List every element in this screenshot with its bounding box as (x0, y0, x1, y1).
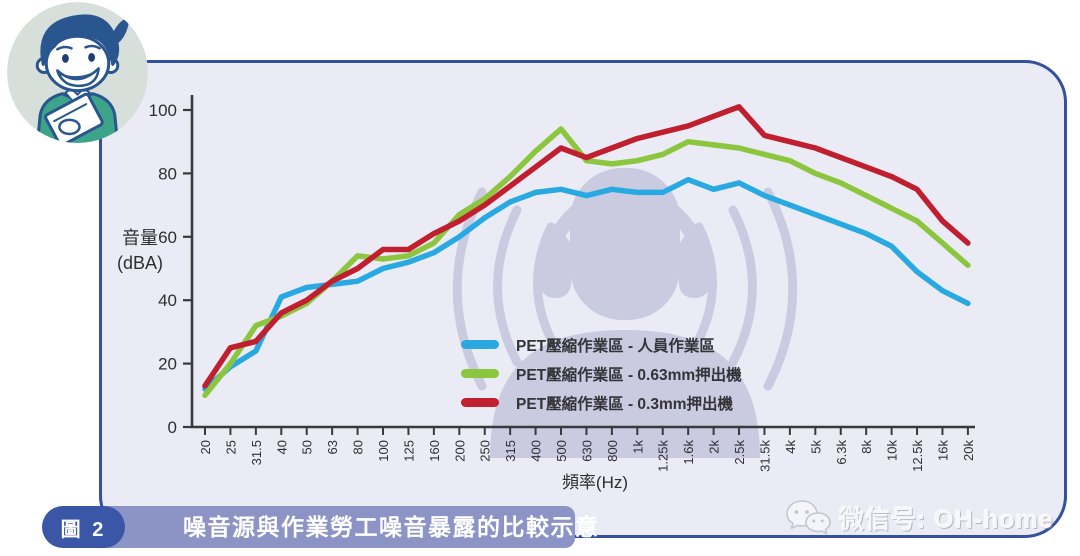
x-tick-label: 80 (351, 440, 366, 454)
x-tick-label: 20 (198, 440, 213, 454)
y-tick-label: 40 (158, 291, 177, 310)
cartoon-man-with-clipboard-icon (7, 2, 148, 143)
y-tick-label: 60 (158, 228, 177, 247)
y-tick-label: 80 (158, 164, 177, 183)
x-tick-label: 16k (935, 440, 950, 461)
x-tick-label: 2.5k (732, 440, 747, 465)
x-tick-label: 400 (529, 440, 544, 462)
silhouette-earcup-right (679, 234, 710, 298)
x-tick-label: 31.5 (249, 440, 264, 465)
y-axis-title-line1: 音量 (122, 228, 158, 248)
x-tick-label: 50 (300, 440, 315, 454)
chart-legend: PET壓縮作業區 - 人員作業區 PET壓縮作業區 - 0.63mm押出機 PE… (461, 330, 742, 417)
legend-label: PET壓縮作業區 - 0.63mm押出機 (516, 366, 742, 384)
y-axis-title: 音量 (dBA) (92, 226, 188, 276)
x-tick-label: 800 (605, 440, 620, 462)
silhouette-earcup-left (540, 234, 571, 298)
x-tick-label: 200 (452, 440, 467, 462)
x-axis-title: 頻率(Hz) (561, 473, 629, 492)
x-tick-label: 500 (554, 440, 569, 462)
legend-row-personnel-area: PET壓縮作業區 - 人員作業區 (461, 330, 742, 359)
caption-bar: 噪音源與作業勞工噪音暴露的比較示意 (95, 506, 598, 548)
x-tick-label: 8k (859, 440, 874, 454)
wechat-icon (786, 500, 831, 535)
legend-swatch-green (461, 369, 499, 378)
x-tick-label: 250 (478, 440, 493, 462)
avatar (7, 2, 148, 143)
x-tick-label: 40 (274, 440, 289, 454)
y-axis-title-line2: (dBA) (116, 253, 163, 273)
x-tick-label: 160 (427, 440, 442, 462)
wechat-watermark: 微信号: OH-home (785, 498, 1054, 538)
x-tick-label: 100 (376, 440, 391, 462)
x-tick-label: 12.5k (910, 440, 925, 472)
x-tick-label: 2k (707, 440, 722, 454)
x-tick-label: 125 (401, 440, 416, 462)
x-tick-label: 1.25k (656, 440, 671, 472)
x-tick-label: 10k (885, 440, 900, 461)
x-tick-label: 20k (961, 440, 976, 461)
series-line-2 (202, 104, 971, 389)
x-tick-label: 6.3k (834, 440, 849, 465)
x-tick-label: 4k (783, 440, 798, 454)
caption-title: 噪音源與作業勞工噪音暴露的比較示意 (183, 514, 600, 540)
legend-row-03mm-extruder: PET壓縮作業區 - 0.3mm押出機 (461, 388, 742, 417)
x-tick-label: 31.5k (757, 440, 772, 472)
x-tick-label: 1k (630, 440, 645, 454)
y-tick-label: 0 (168, 418, 177, 437)
x-tick-label: 5k (808, 440, 823, 454)
x-tick-label: 630 (579, 440, 594, 462)
x-tick-label: 315 (503, 440, 518, 462)
silhouette-head (570, 168, 680, 320)
figure-number-badge: 圖 2 (42, 506, 125, 548)
x-tick-label: 1.6k (681, 440, 696, 465)
legend-swatch-red (461, 398, 499, 407)
legend-swatch-blue (461, 340, 499, 349)
y-tick-label: 20 (158, 355, 177, 374)
legend-label: PET壓縮作業區 - 人員作業區 (516, 337, 715, 355)
watermark-text: 微信号: OH-home (839, 506, 1054, 534)
y-tick-label: 100 (149, 101, 177, 120)
legend-row-063mm-extruder: PET壓縮作業區 - 0.63mm押出機 (461, 359, 742, 388)
x-tick-label: 63 (325, 440, 340, 454)
x-tick-label: 25 (223, 440, 238, 454)
legend-label: PET壓縮作業區 - 0.3mm押出機 (516, 395, 734, 413)
